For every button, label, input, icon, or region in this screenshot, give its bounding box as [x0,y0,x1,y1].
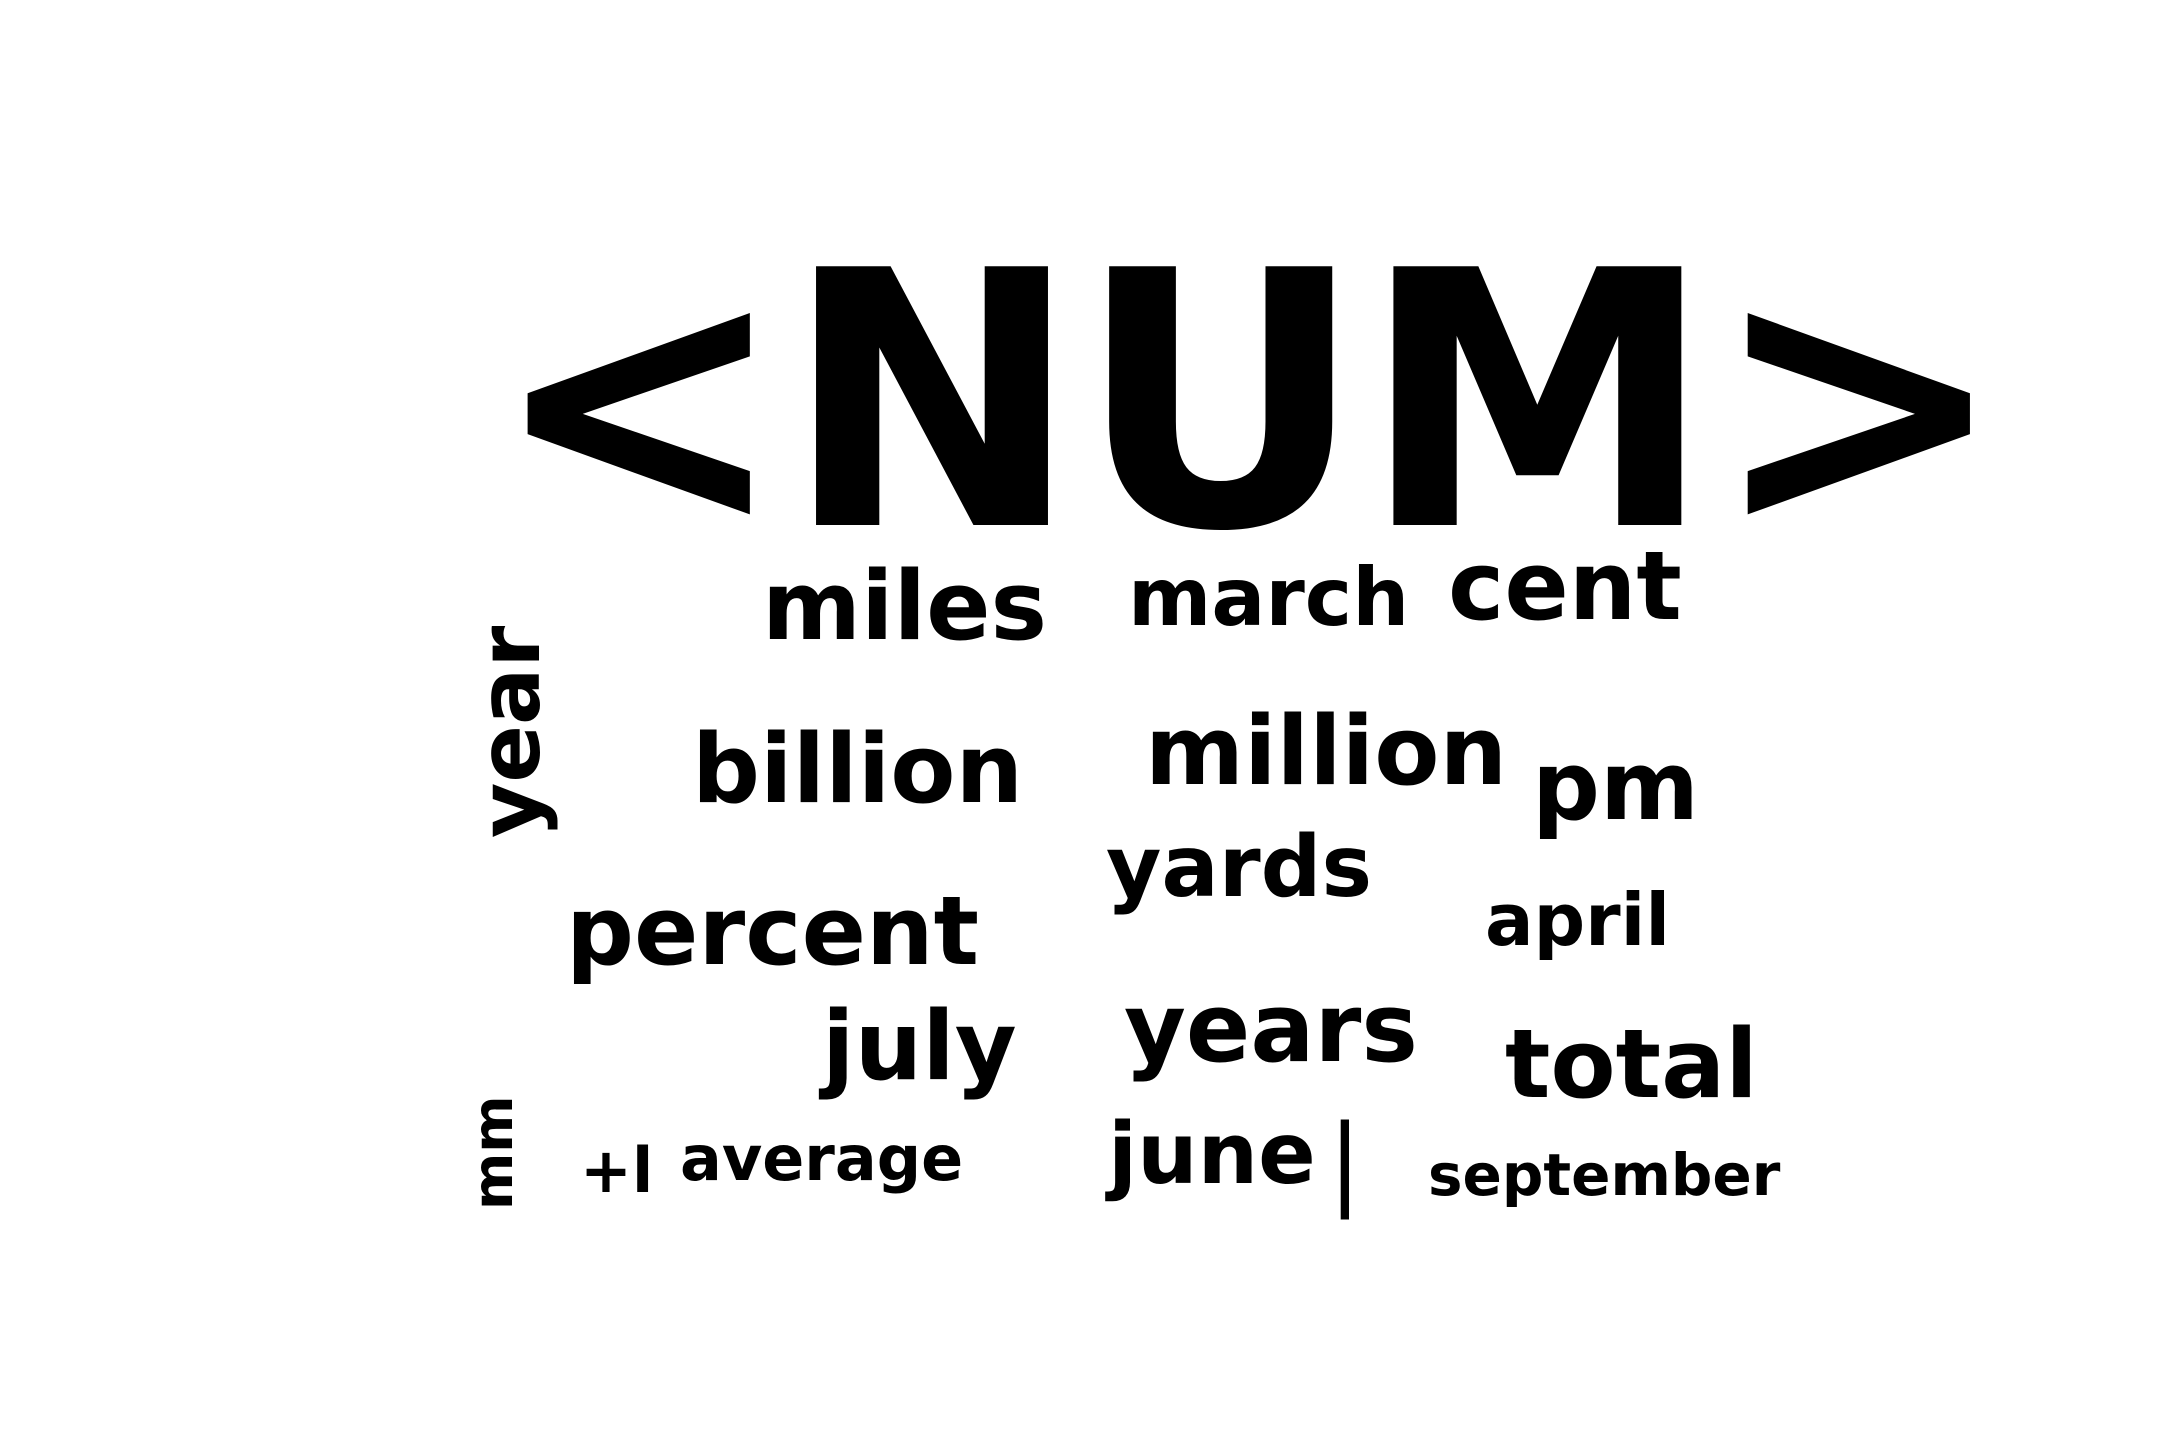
word-billion: billion [692,715,1024,825]
word-july: july [822,992,1017,1102]
word-total: total [1505,1010,1758,1120]
word-cent: cent [1448,532,1682,642]
word-april: april [1485,878,1670,962]
word-bar: | [1328,1103,1362,1220]
word-june: june [1108,1105,1316,1204]
word-plusminus: +l [580,1134,654,1207]
word-march: march [1128,551,1410,644]
word-years: years [1124,974,1418,1084]
word-miles: miles [762,552,1048,662]
word-average: average [680,1122,964,1195]
word-percent: percent [566,877,980,987]
word-september: september [1428,1141,1781,1209]
headline-num: <NUM> [490,195,2008,609]
word-pm: pm [1532,732,1699,842]
word-yards: yards [1106,818,1373,917]
word-million: million [1145,697,1508,807]
word-mm: mm [461,1095,525,1210]
word-year: year [461,625,560,838]
